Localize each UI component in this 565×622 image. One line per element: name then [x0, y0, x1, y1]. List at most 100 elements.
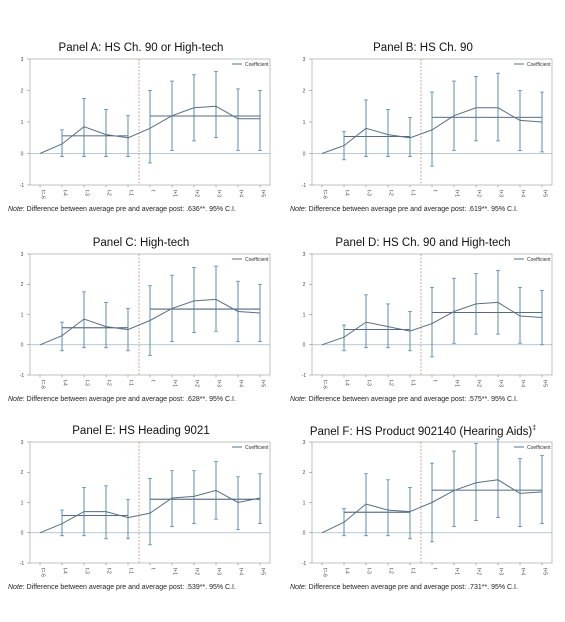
panel-title: Panel E: HS Heading 9021 [0, 425, 282, 437]
y-tick-label: -1 [20, 183, 25, 189]
y-tick-label: -1 [302, 183, 307, 189]
panel-note: Note: Difference between average pre and… [290, 584, 518, 591]
panel-title: Panel A: HS Ch. 90 or High-tech [0, 42, 282, 54]
y-tick-label: 1 [303, 120, 306, 126]
x-tick-label: t-3 [84, 190, 90, 196]
legend: Coefficient [232, 257, 269, 263]
chart-svg: -1 0 1 2 3 t=-6 t-4 t-3 t-2 t-1 t t+1 t+2 t+3 t+4 t+5 Co… [302, 252, 553, 389]
legend-label: Coefficient [245, 257, 269, 263]
y-tick-label: 0 [21, 151, 24, 157]
y-tick-label: 2 [303, 282, 306, 288]
x-tick-label: t-1 [410, 190, 416, 196]
x-tick-label: t-3 [366, 568, 372, 574]
coefficient-series-line [321, 479, 543, 534]
y-tick-label: 0 [303, 151, 306, 157]
panel-title-text: Panel E: HS Heading 9021 [72, 425, 210, 437]
x-tick-label: t-2 [106, 380, 112, 386]
x-tick-label: t+4 [520, 380, 526, 387]
x-tick-label: t-4 [62, 568, 68, 574]
x-tick-label: t+2 [476, 568, 482, 575]
y-tick-label: 0 [21, 343, 24, 349]
panel-title-text: Panel A: HS Ch. 90 or High-tech [58, 42, 224, 54]
panel-title: Panel F: HS Product 902140 (Hearing Aids… [282, 425, 564, 438]
y-tick-label: 1 [303, 312, 306, 318]
legend-label: Coefficient [527, 257, 551, 263]
x-tick-label: t+4 [238, 190, 244, 197]
x-tick-label: t+4 [520, 190, 526, 197]
y-tick-label: 3 [21, 252, 24, 258]
chart-panel-4: Panel D: HS Ch. 90 and High-tech -1 0 1 2 3 t=… [282, 230, 564, 410]
y-tick-label: -1 [20, 561, 25, 567]
panel-note: Note: Difference between average pre and… [8, 584, 236, 591]
note-text: : Difference between average pre and ave… [22, 206, 236, 213]
x-tick-label: t=-6 [322, 568, 328, 577]
legend-label: Coefficient [245, 445, 269, 451]
x-tick-label: t+5 [542, 190, 548, 197]
x-tick-label: t-2 [388, 190, 394, 196]
x-tick-label: t+5 [260, 568, 266, 575]
y-tick-label: 2 [21, 282, 24, 288]
note-prefix: Note [8, 206, 23, 213]
note-text: : Difference between average pre and ave… [22, 584, 236, 591]
coefficient-series-line [39, 105, 260, 154]
coefficient-series-line [321, 107, 543, 154]
panel-title: Panel C: High-tech [0, 237, 282, 249]
legend: Coefficient [514, 445, 551, 451]
x-tick-label: t-1 [410, 380, 416, 386]
x-tick-label: t-4 [62, 190, 68, 196]
panel-title-superscript: ‡ [532, 425, 537, 432]
chart-svg: -1 0 1 2 3 t=-6 t-4 t-3 t-2 t-1 t t+1 t+2 t+3 t+4 t+5 Co… [20, 440, 271, 577]
x-tick-label: t-3 [366, 380, 372, 386]
y-tick-label: 3 [21, 57, 24, 63]
x-tick-label: t+3 [498, 568, 504, 575]
y-tick-label: 1 [21, 500, 24, 506]
coefficient-series-line [39, 489, 261, 534]
x-tick-label: t+1 [172, 190, 178, 197]
x-tick-label: t [150, 380, 156, 382]
x-tick-label: t+5 [260, 190, 266, 197]
note-text: : Difference between average pre and ave… [304, 396, 518, 403]
note-prefix: Note [8, 584, 23, 591]
panel-title-text: Panel B: HS Ch. 90 [373, 42, 473, 54]
y-tick-label: 3 [303, 252, 306, 258]
y-tick-label: 1 [303, 500, 306, 506]
panel-note: Note: Difference between average pre and… [8, 396, 236, 403]
x-tick-label: t+1 [454, 568, 460, 575]
x-tick-label: t-4 [344, 380, 350, 386]
panel-title: Panel D: HS Ch. 90 and High-tech [282, 237, 564, 249]
y-tick-label: -1 [20, 373, 25, 379]
note-text: : Difference between average pre and ave… [22, 396, 236, 403]
x-tick-label: t-1 [128, 190, 134, 196]
x-tick-label: t [150, 190, 156, 192]
note-prefix: Note [290, 584, 305, 591]
y-tick-label: -1 [302, 373, 307, 379]
chart-panel-3: Panel C: High-tech -1 0 1 2 3 t=-6 t-4 t-3 t-2 t-1… [0, 230, 282, 410]
y-tick-label: 0 [303, 343, 306, 349]
y-tick-label: 2 [303, 88, 306, 94]
chart-panel-2: Panel B: HS Ch. 90 -1 0 1 2 3 t=-6 t-4 t-3 t-2 t-1… [282, 35, 564, 220]
x-tick-label: t+2 [476, 380, 482, 387]
x-tick-label: t-3 [84, 568, 90, 574]
x-tick-label: t+3 [216, 568, 222, 575]
legend-label: Coefficient [245, 62, 269, 68]
x-tick-label: t+4 [238, 380, 244, 387]
x-tick-label: t-1 [410, 568, 416, 574]
x-tick-label: t-2 [388, 380, 394, 386]
x-tick-label: t-1 [128, 568, 134, 574]
y-tick-label: 2 [21, 470, 24, 476]
x-tick-label: t=-6 [40, 568, 46, 577]
chart-panel-5: Panel E: HS Heading 9021 -1 0 1 2 3 t=-6 t-4 t-3… [0, 418, 282, 598]
x-tick-label: t=-6 [322, 380, 328, 389]
legend: Coefficient [514, 257, 551, 263]
x-tick-label: t [150, 568, 156, 570]
x-tick-label: t+3 [498, 380, 504, 387]
x-tick-label: t+2 [194, 568, 200, 575]
x-tick-label: t-4 [344, 568, 350, 574]
chart-panel-6: Panel F: HS Product 902140 (Hearing Aids… [282, 418, 564, 598]
x-tick-label: t-3 [84, 380, 90, 386]
legend: Coefficient [232, 445, 269, 451]
x-tick-label: t+2 [194, 190, 200, 197]
note-prefix: Note [290, 206, 305, 213]
x-tick-label: t+4 [520, 568, 526, 575]
x-tick-label: t+3 [216, 190, 222, 197]
